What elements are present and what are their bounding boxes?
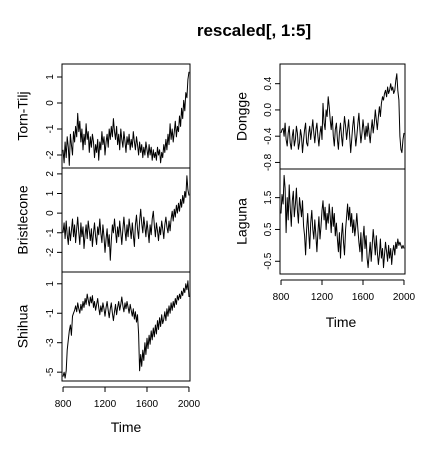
chart-panels: 1 0 -1 -2 Torn-Tilj 2 1 0 -1 -2 Bristlecone 1 -1 -3 -5… <box>15 63 416 410</box>
series-label-dongge: Dongge <box>234 92 250 141</box>
series-line-shihua <box>62 280 190 379</box>
y-tick-label-bristlecone: 1 <box>45 190 56 196</box>
panel-shihua: 1 -1 -3 -5 Shihua 800 1200 1600 2000 <box>15 271 201 410</box>
series-line-laguna <box>280 174 405 269</box>
x-axis-shihua: 800 1200 1600 2000 <box>55 386 201 410</box>
series-line-dongge <box>280 73 405 154</box>
y-tick-label-bristlecone: 2 <box>45 171 56 177</box>
y-tick-label-shihua: -1 <box>45 308 56 317</box>
x-tick-label: 1200 <box>94 399 117 410</box>
x-tick-label: 2000 <box>178 399 201 410</box>
y-tick-label-shihua: -5 <box>45 367 56 376</box>
series-label-laguna: Laguna <box>234 198 250 245</box>
y-tick-label-torn-tilj: -2 <box>45 150 56 159</box>
y-tick-label-laguna: -0.5 <box>263 252 274 270</box>
x-tick-label: 800 <box>273 292 290 303</box>
panel-torn-tilj: 1 0 -1 -2 Torn-Tilj <box>15 63 191 169</box>
series-label-shihua: Shihua <box>15 304 31 348</box>
x-tick-label: 800 <box>55 399 72 410</box>
y-tick-label-bristlecone: -2 <box>45 248 56 257</box>
series-line-bristlecone <box>62 175 190 261</box>
x-axis-label-right-column: Time <box>326 314 357 330</box>
panel-frame-dongge <box>279 63 406 170</box>
y-tick-label-bristlecone: -1 <box>45 228 56 237</box>
y-tick-label-laguna: 1.5 <box>263 190 274 204</box>
x-tick-label: 1600 <box>136 399 159 410</box>
y-tick-label-torn-tilj: 0 <box>45 100 56 106</box>
panel-laguna: 1.5 0.5 -0.5 Laguna 800 1200 1600 2000 <box>234 168 416 303</box>
y-tick-label-shihua: -3 <box>45 338 56 347</box>
chart-title: rescaled[, 1:5] <box>197 21 311 40</box>
x-tick-label: 1600 <box>352 292 375 303</box>
panel-frame-shihua <box>61 271 191 382</box>
y-tick-label-bristlecone: 0 <box>45 210 56 216</box>
series-label-torn-tilj: Torn-Tilj <box>15 91 31 140</box>
series-label-bristlecone: Bristlecone <box>15 185 31 254</box>
y-tick-label-torn-tilj: 1 <box>45 74 56 80</box>
y-tick-label-dongge: -0.8 <box>263 153 274 171</box>
y-tick-label-laguna: 0.5 <box>263 222 274 236</box>
panel-frame-laguna <box>279 168 406 275</box>
y-tick-label-dongge: 0.4 <box>263 76 274 90</box>
x-axis-label-left-column: Time <box>111 419 142 435</box>
y-tick-label-dongge: 0.0 <box>263 103 274 117</box>
x-tick-label: 2000 <box>393 292 416 303</box>
series-line-torn-tilj <box>62 71 190 166</box>
y-tick-label-dongge: -0.4 <box>263 127 274 145</box>
y-tick-label-torn-tilj: -1 <box>45 124 56 133</box>
panel-dongge: 0.4 0.0 -0.4 -0.8 Dongge <box>234 63 406 171</box>
x-axis-laguna: 800 1200 1600 2000 <box>273 279 416 303</box>
x-tick-label: 1200 <box>311 292 334 303</box>
y-tick-label-shihua: 1 <box>45 281 56 287</box>
panel-bristlecone: 2 1 0 -1 -2 Bristlecone <box>15 167 191 273</box>
